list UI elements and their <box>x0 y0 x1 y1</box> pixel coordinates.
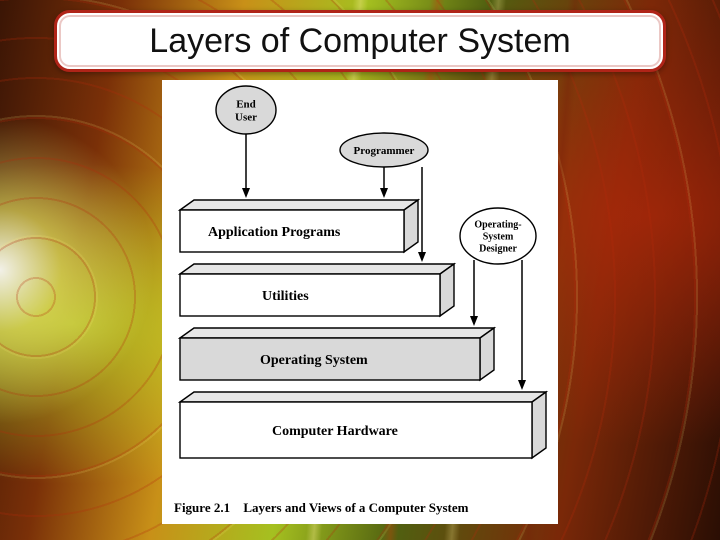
layer-label-l3: Operating System <box>260 353 368 368</box>
figure-number: Figure 2.1 <box>174 500 230 515</box>
figure-caption: Figure 2.1 Layers and Views of a Compute… <box>174 500 468 516</box>
layer-top-l2 <box>180 264 454 274</box>
arrow-head-4 <box>518 380 526 390</box>
layer-label-l4: Computer Hardware <box>272 424 398 439</box>
layer-side-l4 <box>532 392 546 458</box>
layer-top-l3 <box>180 328 494 338</box>
diagram-panel: Computer Hardware Operating System Utiliti… <box>162 80 558 524</box>
bubble-label-end_user-1: User <box>235 111 257 123</box>
layer-top-l1 <box>180 200 418 210</box>
figure-text: Layers and Views of a Computer System <box>243 500 468 515</box>
layer-label-l2: Utilities <box>262 289 309 304</box>
bubble-label-end_user-0: End <box>236 98 256 110</box>
arrow-head-0 <box>242 188 250 198</box>
layer-top-l4 <box>180 392 546 402</box>
bubble-label-os_designer-2: Designer <box>479 244 517 255</box>
layers-diagram: Computer Hardware Operating System Utiliti… <box>162 80 558 524</box>
bubble-label-programmer-0: Programmer <box>354 145 415 157</box>
bubble-label-os_designer-0: Operating- <box>474 220 521 231</box>
layer-front-l2 <box>180 274 440 316</box>
arrow-head-1 <box>380 188 388 198</box>
arrow-head-2 <box>418 252 426 262</box>
layer-side-l1 <box>404 200 418 252</box>
title-card: Layers of Computer System <box>54 10 666 72</box>
layer-side-l3 <box>480 328 494 380</box>
arrow-head-3 <box>470 316 478 326</box>
layer-side-l2 <box>440 264 454 316</box>
layer-label-l1: Application Programs <box>208 225 341 240</box>
bubble-label-os_designer-1: System <box>483 232 514 243</box>
slide-title: Layers of Computer System <box>149 22 570 61</box>
